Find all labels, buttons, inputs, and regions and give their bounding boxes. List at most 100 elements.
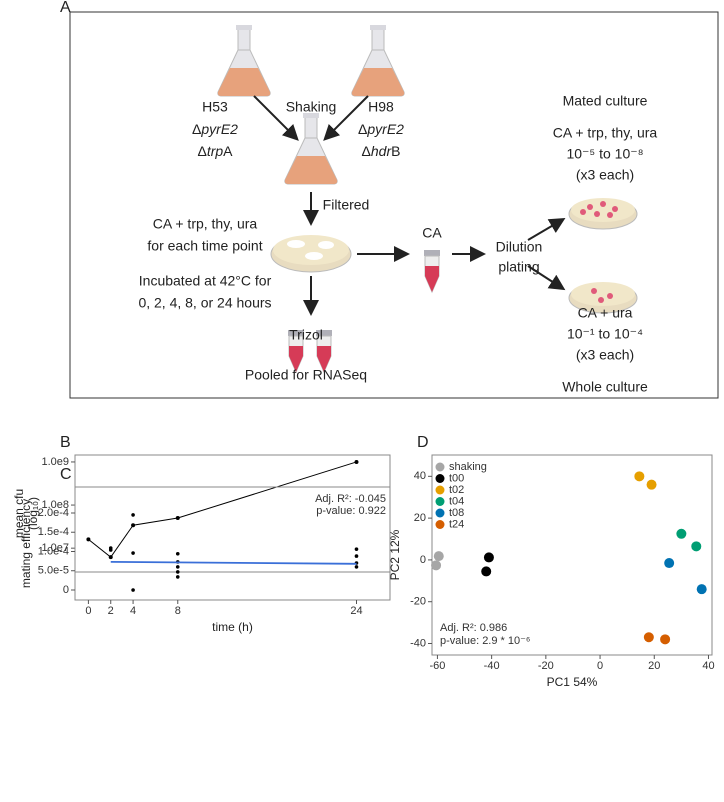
step-label: CA [422, 225, 442, 241]
data-point [131, 513, 135, 517]
data-point [634, 471, 645, 482]
y-tick-label: -40 [410, 637, 426, 649]
y-tick-label: 0 [63, 584, 69, 596]
petri-dish [568, 282, 638, 314]
data-point [175, 570, 180, 574]
step-label: plating [498, 259, 539, 275]
legend-marker [435, 497, 445, 506]
data-point [175, 551, 180, 556]
x-tick-label: 0 [85, 605, 91, 617]
culture-detail: (x3 each) [576, 167, 634, 183]
data-point [431, 560, 442, 571]
culture-title: Whole culture [562, 379, 648, 395]
legend-label: t08 [449, 507, 464, 519]
data-point [108, 548, 113, 552]
y-tick-label: 2.0e-4 [38, 507, 69, 519]
data-point [175, 565, 180, 569]
data-point [108, 555, 113, 560]
y-axis-label: mean cfu [12, 489, 26, 538]
legend-label: shaking [449, 461, 487, 473]
x-tick-label: -20 [538, 660, 554, 672]
y-tick-label: 1.0e9 [41, 456, 69, 468]
data-point [86, 537, 91, 542]
flask-icon [351, 24, 405, 97]
fit-line [110, 560, 357, 565]
step-label: Incubated at 42°C for [139, 273, 272, 289]
genotype: ΔpyrE2 [192, 121, 238, 137]
arrows [253, 95, 566, 316]
data-point [483, 552, 494, 563]
panel-label: A [60, 0, 71, 16]
plot-frame [431, 454, 713, 656]
data-point [175, 516, 180, 521]
x-tick-label: 8 [175, 605, 181, 617]
data-point [664, 558, 675, 569]
step-label: Filtered [323, 197, 370, 213]
culture-title: Mated culture [563, 93, 648, 109]
y-axis-label: PC2 12% [388, 529, 402, 580]
x-axis-label: time (h) [212, 620, 253, 634]
genotype: ΔtrpA [197, 143, 233, 159]
legend-marker [435, 520, 445, 529]
flask-icon [284, 112, 338, 185]
x-tick-label: 40 [702, 660, 714, 672]
y-tick-label: 1.0e7 [41, 542, 69, 554]
x-tick-label: -40 [484, 660, 500, 672]
panel-label: D [417, 434, 429, 451]
y-tick-label: 5.0e-5 [38, 565, 69, 577]
step-label: Trizol [289, 327, 323, 343]
genotype: ΔpyrE2 [358, 121, 404, 137]
strain-name: H98 [368, 99, 394, 115]
data-point [131, 551, 135, 555]
culture-detail: CA + trp, thy, ura [553, 125, 658, 141]
legend-label: t24 [449, 518, 464, 530]
legend-label: t04 [449, 495, 464, 507]
legend-marker [435, 474, 445, 483]
data-point [433, 551, 444, 562]
strain-name: H53 [202, 99, 228, 115]
annotation: Adj. R²: -0.045 [315, 493, 386, 505]
flask-icon [217, 24, 271, 97]
legend-marker [435, 485, 445, 495]
data-point [175, 575, 180, 579]
plot-frame [74, 486, 391, 601]
x-tick-label: 0 [597, 660, 603, 672]
data-point [131, 523, 136, 528]
step-label: Pooled for RNASeq [245, 367, 367, 383]
y-tick-label: 1.5e-4 [38, 526, 69, 538]
data-point [696, 584, 707, 595]
data-point [354, 554, 359, 558]
culture-detail: (x3 each) [576, 347, 634, 363]
culture-detail: 10⁻⁵ to 10⁻⁸ [566, 146, 643, 162]
data-point [691, 541, 702, 552]
y-tick-label: -20 [410, 596, 426, 608]
culture-detail: 10⁻¹ to 10⁻⁴ [567, 326, 643, 342]
x-tick-label: -60 [429, 660, 445, 672]
x-axis-label: PC1 54% [547, 675, 598, 689]
data-point [354, 565, 359, 569]
legend-marker [435, 508, 445, 518]
panel-label: C [60, 466, 72, 483]
step-label: for each time point [147, 238, 262, 254]
data-point [660, 634, 671, 645]
petri-dish [270, 235, 352, 273]
panel-label: B [60, 434, 71, 451]
data-point [643, 632, 654, 643]
x-tick-label: 2 [108, 605, 114, 617]
step-label: Dilution [496, 239, 543, 255]
step-label: 0, 2, 4, 8, or 24 hours [138, 295, 271, 311]
data-point [646, 479, 657, 490]
data-point [354, 547, 359, 551]
x-tick-label: 4 [130, 605, 136, 617]
petri-dish [568, 198, 638, 230]
step-label: CA + trp, thy, ura [153, 216, 258, 232]
y-tick-label: 1.0e-4 [38, 545, 69, 557]
data-point [676, 528, 687, 539]
y-tick-label: 1.0e8 [41, 499, 69, 511]
y-tick-label: 0 [420, 554, 426, 566]
legend-marker [435, 462, 445, 472]
data-point [131, 588, 135, 592]
legend-label: t00 [449, 472, 464, 484]
y-axis-label: mating efficiency [19, 499, 33, 588]
x-tick-label: 20 [648, 660, 660, 672]
